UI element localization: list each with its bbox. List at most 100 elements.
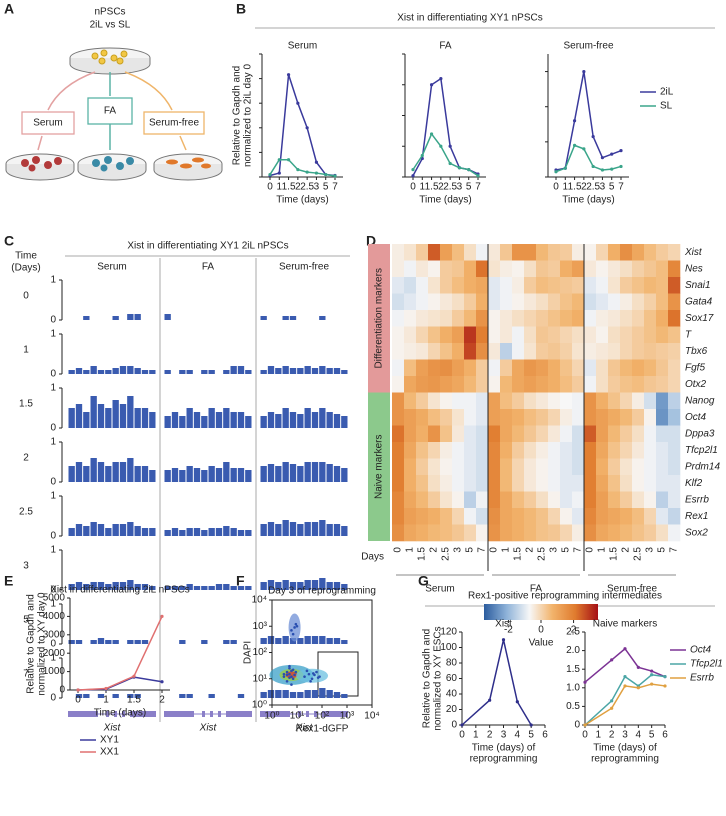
coverage-bar — [282, 408, 289, 428]
coverage-bar — [171, 468, 179, 482]
coverage-bar — [112, 462, 119, 482]
heat-cell — [392, 343, 405, 360]
heat-cell — [572, 475, 585, 492]
exon — [314, 711, 317, 717]
coverage-bar — [112, 316, 119, 320]
column-label: 3 — [549, 547, 560, 553]
point — [591, 134, 595, 139]
heat-cell — [584, 458, 597, 476]
coverage-bar — [149, 470, 156, 482]
heat-cell — [476, 425, 489, 443]
group-label: Serum — [425, 584, 454, 595]
gene-label: Xist — [199, 723, 218, 734]
point — [515, 700, 519, 704]
heat-cell — [572, 326, 585, 344]
coverage-bar — [275, 524, 282, 536]
heat-cell — [536, 458, 549, 476]
heat-cell — [632, 392, 645, 410]
x-tick-label: 5 — [323, 182, 329, 193]
coverage-bar — [83, 412, 90, 428]
point — [583, 723, 587, 727]
heat-cell — [440, 310, 453, 327]
row-label: Klf2 — [685, 478, 703, 489]
coverage-bar — [75, 640, 83, 644]
coverage-bar — [134, 314, 141, 320]
x-tick-label: 2 — [487, 730, 493, 741]
coverage-bar — [186, 408, 193, 428]
heat-cell — [464, 491, 477, 509]
heat-cell — [500, 425, 513, 443]
heat-cell — [572, 359, 585, 377]
coverage-bar — [311, 462, 319, 482]
exon — [68, 711, 98, 717]
coverage-bar — [267, 464, 275, 482]
column-label: 3 — [645, 547, 656, 553]
coverage-bar — [105, 408, 112, 428]
cells — [21, 156, 62, 172]
heat-cell — [512, 442, 525, 459]
coverage-bar — [193, 412, 201, 428]
heat-cell — [404, 491, 417, 509]
coverage-bar — [311, 580, 319, 590]
y-axis-label: Relative to Gapdh and — [232, 66, 243, 166]
heat-cell — [428, 392, 441, 410]
heat-cell — [608, 343, 621, 360]
heat-cell — [656, 491, 669, 509]
heat-cell — [620, 293, 633, 311]
y-tick-label: 10³ — [253, 621, 268, 632]
y-axis-label: normalized to 2iL day 0 — [243, 64, 254, 167]
heat-cell — [404, 293, 417, 311]
heat-cell — [476, 293, 489, 311]
chart-title: Serum — [288, 41, 317, 52]
heat-cell — [416, 359, 429, 377]
coverage-bar — [179, 586, 186, 590]
x-tick-label: 1 — [596, 730, 602, 741]
exon — [106, 711, 109, 717]
coverage-bar — [333, 582, 341, 590]
coverage-bar — [326, 368, 333, 374]
heat-cell — [452, 409, 465, 426]
heat-cell — [632, 244, 645, 261]
coverage-bar — [119, 462, 127, 482]
box — [21, 111, 75, 135]
point — [291, 632, 295, 636]
heat-cell — [572, 260, 585, 278]
y-tick-label: 60 — [446, 673, 458, 684]
heat-cell — [608, 392, 621, 410]
heat-cell — [524, 260, 537, 278]
x-tick-label: 10⁴ — [364, 711, 379, 722]
heat-cell — [548, 277, 561, 294]
heat-cell — [440, 343, 453, 360]
heat-cell — [416, 475, 429, 492]
heat-cell — [428, 425, 441, 443]
coverage-bar — [186, 584, 193, 590]
heat-cell — [572, 343, 585, 360]
coverage-bar — [75, 582, 83, 590]
coverage-bar — [275, 466, 282, 482]
column-label: 0 — [585, 547, 596, 553]
row-label: Esrrb — [685, 494, 709, 505]
heat-cell — [644, 442, 657, 459]
heat-cell — [620, 376, 633, 393]
density — [285, 671, 298, 679]
coverage-bar — [289, 692, 297, 698]
coverage-bar — [341, 468, 348, 482]
legend-label: Esrrb — [690, 673, 714, 684]
heat-cell — [476, 326, 489, 344]
point — [591, 164, 595, 169]
heat-cell — [428, 293, 441, 311]
point — [333, 174, 337, 178]
coverage-bar — [208, 408, 215, 428]
point — [309, 679, 312, 683]
point — [411, 168, 415, 172]
coverage-bar — [90, 396, 97, 428]
heat-cell — [548, 475, 561, 492]
arrow — [124, 71, 173, 111]
heat-cell — [596, 491, 609, 509]
heat-cell — [476, 359, 489, 377]
heat-cell — [596, 343, 609, 360]
row-label: Fgf5 — [685, 362, 705, 373]
heat-cell — [512, 409, 525, 426]
heat-cell — [416, 326, 429, 344]
group-label: Serum-free — [607, 584, 657, 595]
